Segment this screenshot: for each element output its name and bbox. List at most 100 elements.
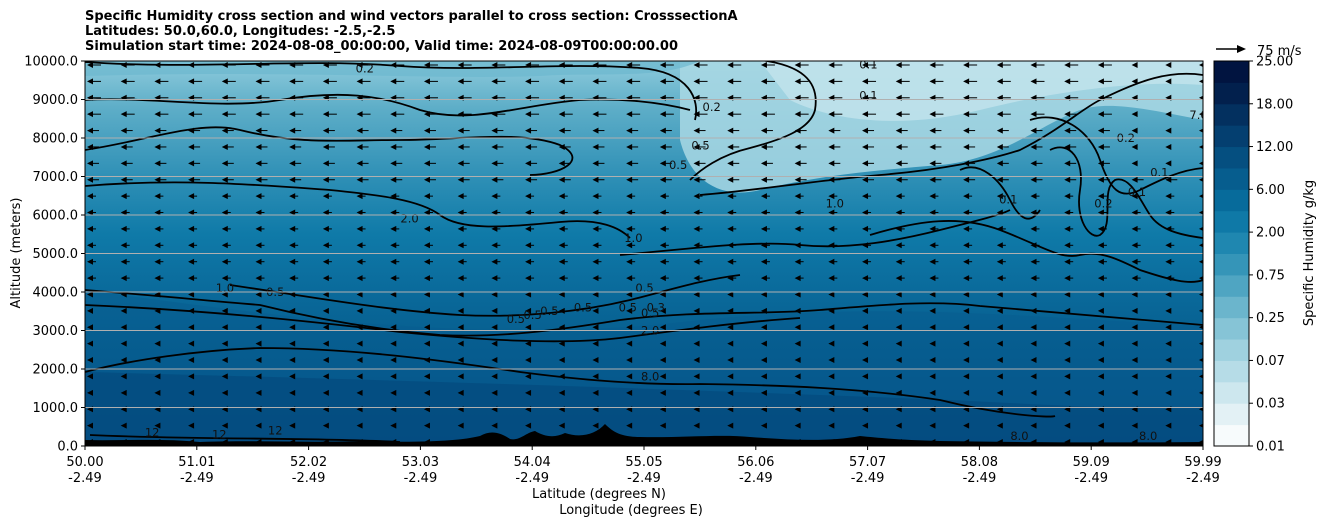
wind-arrow xyxy=(929,307,936,314)
wind-arrow xyxy=(693,422,700,429)
wind-arrow xyxy=(963,389,970,396)
wind-arrow xyxy=(828,127,841,134)
wind-arrow xyxy=(289,160,302,167)
wind-arrow xyxy=(221,422,228,429)
wind-arrow xyxy=(963,62,978,68)
wind-arrow xyxy=(423,291,430,298)
wind-arrow xyxy=(322,111,337,118)
wind-arrow xyxy=(659,258,669,265)
wind-arrow xyxy=(491,176,504,183)
wind-arrow xyxy=(322,340,329,347)
wind-arrow xyxy=(794,389,801,396)
wind-arrow xyxy=(221,307,228,314)
wind-arrow xyxy=(289,324,296,331)
wind-arrow xyxy=(659,78,674,85)
wind-arrow xyxy=(1030,357,1037,364)
wind-arrow xyxy=(423,340,430,347)
wind-arrow xyxy=(862,357,869,364)
wind-arrow xyxy=(255,275,265,282)
wind-arrow xyxy=(862,258,872,265)
wind-arrow xyxy=(390,422,397,429)
wind-arrow xyxy=(1165,209,1175,216)
wind-arrow xyxy=(289,176,302,183)
wind-arrow xyxy=(491,307,498,314)
wind-arrow xyxy=(727,143,740,150)
wind-arrow xyxy=(423,193,433,200)
wind-arrow xyxy=(525,143,538,150)
wind-arrow xyxy=(626,242,636,249)
wind-arrow xyxy=(356,209,366,216)
wind-arrow xyxy=(390,242,400,249)
wind-arrow xyxy=(760,258,770,265)
wind-arrow xyxy=(120,78,135,85)
wind-arrow xyxy=(794,111,809,118)
colorbar-swatch xyxy=(1214,339,1249,361)
y-tick-label: 3000.0 xyxy=(33,324,79,339)
wind-arrow xyxy=(390,357,397,364)
wind-arrow xyxy=(1131,62,1138,68)
wind-arrow xyxy=(255,307,262,314)
wind-arrow xyxy=(659,209,669,216)
wind-arrow xyxy=(87,258,96,265)
contour-label: 0.3 xyxy=(647,300,665,314)
wind-arrow xyxy=(895,373,902,380)
contour-line xyxy=(85,304,801,343)
wind-arrow xyxy=(525,193,535,200)
contour-label: 0.2 xyxy=(703,100,721,114)
wind-arrow xyxy=(592,357,599,364)
wind-arrow xyxy=(862,143,875,150)
wind-arrow xyxy=(457,225,467,232)
wind-arrow xyxy=(760,143,773,150)
contour-label: 0.5 xyxy=(691,139,709,153)
wind-arrow xyxy=(592,275,602,282)
wind-arrow xyxy=(120,389,127,396)
wind-arrow xyxy=(221,160,234,167)
wind-arrow xyxy=(87,275,96,282)
contour-line xyxy=(699,72,1203,196)
contour-label: 8.0 xyxy=(1010,429,1028,443)
wind-arrow xyxy=(794,324,801,331)
wind-arrow xyxy=(1131,422,1138,429)
contour-label: 12 xyxy=(268,423,283,437)
wind-arrow xyxy=(1199,308,1203,313)
wind-arrow xyxy=(255,291,262,298)
y-tick-label: 1000.0 xyxy=(33,401,79,416)
wind-arrow xyxy=(760,111,775,118)
wind-arrow xyxy=(188,242,198,249)
wind-arrow xyxy=(423,275,433,282)
wind-arrow xyxy=(794,62,809,68)
wind-arrow xyxy=(592,324,599,331)
wind-arrow xyxy=(221,242,231,249)
wind-arrow xyxy=(862,176,875,183)
wind-arrow xyxy=(491,291,498,298)
wind-arrow xyxy=(322,242,332,249)
wind-arrow xyxy=(659,160,672,167)
x-axis-label-latitude: Latitude (degrees N) xyxy=(532,487,666,502)
wind-arrow xyxy=(1030,373,1037,380)
wind-arrow xyxy=(693,127,706,134)
wind-arrow xyxy=(457,193,467,200)
wind-arrow xyxy=(963,111,978,118)
wind-arrow xyxy=(558,242,568,249)
wind-arrow xyxy=(1165,373,1172,380)
wind-arrow xyxy=(895,324,902,331)
wind-arrow xyxy=(963,176,976,183)
wind-arrow xyxy=(727,176,740,183)
wind-arrow xyxy=(322,307,329,314)
wind-arrow xyxy=(929,275,939,282)
wind-arrow xyxy=(423,422,430,429)
y-tick-label: 9000.0 xyxy=(33,93,79,108)
wind-arrow xyxy=(929,258,939,265)
wind-arrow xyxy=(659,127,672,134)
wind-arrow xyxy=(87,111,101,118)
wind-arrow xyxy=(659,225,669,232)
wind-arrow xyxy=(457,78,472,85)
wind-arrow xyxy=(592,160,605,167)
wind-arrow xyxy=(154,258,164,265)
wind-arrow xyxy=(1165,143,1172,150)
wind-arrow xyxy=(996,340,1003,347)
x-tick-label-latitude: 59.09 xyxy=(1073,455,1110,470)
wind-arrow xyxy=(1064,143,1077,150)
wind-arrow xyxy=(1131,143,1138,150)
wind-arrow xyxy=(390,324,397,331)
